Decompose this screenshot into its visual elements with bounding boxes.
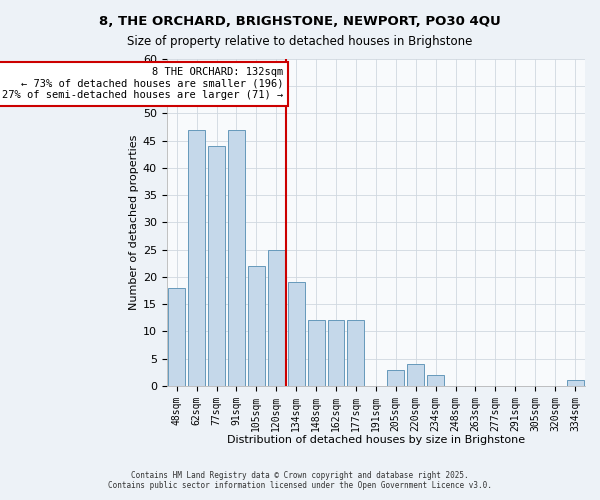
Bar xyxy=(208,146,225,386)
Bar xyxy=(427,375,444,386)
Bar xyxy=(308,320,325,386)
Bar xyxy=(168,288,185,386)
Bar xyxy=(407,364,424,386)
Bar xyxy=(188,130,205,386)
Bar xyxy=(566,380,584,386)
Bar xyxy=(288,282,305,386)
X-axis label: Distribution of detached houses by size in Brighstone: Distribution of detached houses by size … xyxy=(227,435,525,445)
Bar xyxy=(248,266,265,386)
Text: 8, THE ORCHARD, BRIGHSTONE, NEWPORT, PO30 4QU: 8, THE ORCHARD, BRIGHSTONE, NEWPORT, PO3… xyxy=(99,15,501,28)
Bar xyxy=(328,320,344,386)
Text: Size of property relative to detached houses in Brighstone: Size of property relative to detached ho… xyxy=(127,35,473,48)
Bar xyxy=(347,320,364,386)
Y-axis label: Number of detached properties: Number of detached properties xyxy=(129,134,139,310)
Text: 8 THE ORCHARD: 132sqm
← 73% of detached houses are smaller (196)
27% of semi-det: 8 THE ORCHARD: 132sqm ← 73% of detached … xyxy=(2,67,283,100)
Text: Contains HM Land Registry data © Crown copyright and database right 2025.
Contai: Contains HM Land Registry data © Crown c… xyxy=(108,470,492,490)
Bar xyxy=(228,130,245,386)
Bar xyxy=(268,250,285,386)
Bar xyxy=(388,370,404,386)
